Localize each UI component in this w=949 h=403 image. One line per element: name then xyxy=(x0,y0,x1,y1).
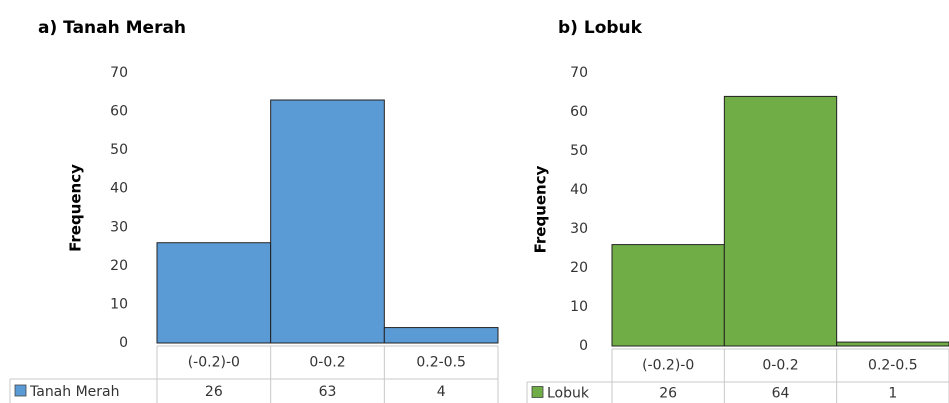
chart-title: b) Lobuk xyxy=(558,18,643,38)
legend-label: Lobuk xyxy=(547,386,590,402)
bar xyxy=(611,244,725,347)
x-tick-label: 0-0.2 xyxy=(309,355,345,371)
y-tick-label: 70 xyxy=(110,65,128,81)
x-tick-label: 0.2-0.5 xyxy=(868,358,918,374)
bar xyxy=(836,341,949,347)
x-tick-label: (-0.2)-0 xyxy=(642,358,694,374)
table-value: 4 xyxy=(437,384,446,400)
y-tick-label: 50 xyxy=(110,142,128,158)
y-tick-label: 0 xyxy=(119,335,128,351)
y-tick-label: 40 xyxy=(570,182,588,198)
chart-title: a) Tanah Merah xyxy=(38,18,186,38)
y-tick-label: 30 xyxy=(110,219,128,235)
bar xyxy=(723,95,838,347)
table-value: 1 xyxy=(888,386,897,402)
y-tick-label: 30 xyxy=(570,221,588,237)
y-tick-label: 10 xyxy=(110,296,128,312)
table-value: 26 xyxy=(659,386,677,402)
x-tick-label: 0-0.2 xyxy=(762,358,798,374)
y-tick-label: 60 xyxy=(570,104,588,120)
bar xyxy=(270,99,385,344)
y-tick-label: 40 xyxy=(110,181,128,197)
legend-swatch xyxy=(531,386,544,398)
y-axis-label: Frequency xyxy=(67,164,85,252)
y-tick-label: 20 xyxy=(110,258,128,274)
bar xyxy=(156,242,272,344)
table-value: 63 xyxy=(319,384,337,400)
legend-label: Tanah Merah xyxy=(29,384,120,400)
y-tick-label: 50 xyxy=(570,143,588,159)
table-value: 26 xyxy=(205,384,223,400)
y-tick-label: 20 xyxy=(570,260,588,276)
y-tick-label: 0 xyxy=(579,338,588,354)
x-tick-label: 0.2-0.5 xyxy=(416,355,466,371)
y-tick-label: 60 xyxy=(110,104,128,120)
x-tick-label: (-0.2)-0 xyxy=(188,355,240,371)
y-axis-label: Frequency xyxy=(532,165,550,253)
y-tick-label: 70 xyxy=(570,65,588,81)
table-value: 64 xyxy=(772,386,790,402)
y-tick-label: 10 xyxy=(570,299,588,315)
bar xyxy=(383,327,499,344)
legend-swatch xyxy=(14,384,27,397)
